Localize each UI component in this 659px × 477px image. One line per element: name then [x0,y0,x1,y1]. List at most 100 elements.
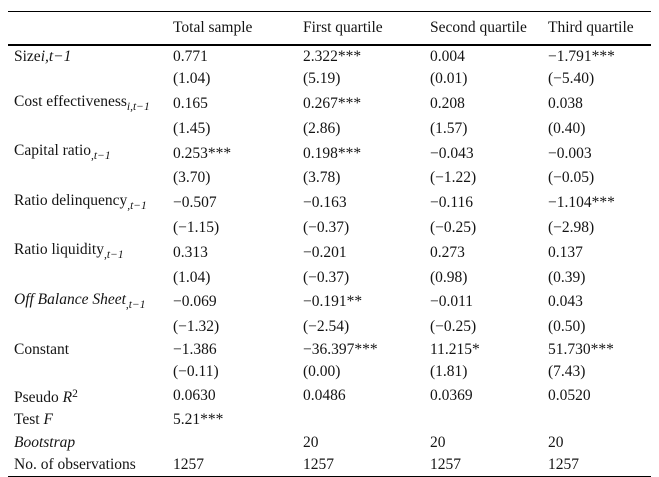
value-cell: −0.116 [430,194,474,212]
table-row: Bootstrap 20 20 20 [8,432,651,454]
row-label-part: Off Balance Sheet [14,290,126,308]
table-body: Sizei,t−1 0.771 2.322*** 0.004 −1.791*** (1.0… [8,45,651,477]
header-cell-first-quartile: First quartile [303,11,430,46]
row-label-part: i,t−1 [40,48,72,65]
value-cell: −1.104*** [548,194,615,212]
value-cell: (0.39) [548,268,586,286]
value-cell: 5.21*** [173,411,224,429]
row-label-part: Test [14,411,44,429]
table-row: Cost effectivenessi,t−1 0.165 0.267*** 0.20… [8,91,651,118]
table-row: Sizei,t−1 0.771 2.322*** 0.004 −1.791*** [8,45,651,68]
row-label: Ratio liquidity,t−1 [8,239,173,266]
table-row: Test F 5.21*** [8,409,651,431]
value-cell: −0.191** [303,293,363,311]
value-cell: −0.043 [430,144,474,162]
row-label-part: 2 [72,388,78,401]
table-row: Capital ratio,t−1 0.253*** 0.198*** −0.043−… [8,140,651,167]
row-label-part: ,t−1 [104,249,124,262]
value-cell: −0.011 [430,293,474,311]
row-label-part: i,t−1 [126,100,150,113]
row-label-part: Bootstrap [14,433,76,451]
row-label-part: ,t−1 [127,199,147,212]
value-cell: (−1.32) [173,318,220,336]
value-cell: 20 [430,433,446,451]
value-cell [173,432,303,454]
table-row: Off Balance Sheet,t−1 −0.069 −0.191** −0.01… [8,289,651,316]
row-label: No. of observations [8,454,173,477]
regression-table-container: Total sample First quartile Second quart… [8,11,651,477]
value-cell: 0.198*** [303,144,362,162]
row-label: Capital ratio,t−1 [8,140,173,167]
value-cell: (0.01) [430,70,468,88]
value-cell: 2.322*** [303,48,362,65]
value-cell: 0.313 [173,243,208,261]
value-cell: 1257 [173,456,204,474]
value-cell: −36.397*** [303,340,378,358]
table-row: Ratio delinquency,t−1 −0.507 −0.163 −0.116 −… [8,190,651,217]
row-label [8,316,173,338]
row-label-part: No. of observations [14,456,136,474]
row-label-part: F [43,411,53,429]
table-row: (−0.11) (0.00) (1.81) (7.43) [8,361,651,383]
value-cell: −0.069 [173,293,217,311]
value-cell: (−5.40) [548,70,595,88]
value-cell: 20 [303,433,319,451]
value-cell: 0.273 [430,243,465,261]
value-cell: −1.386 [173,340,217,358]
value-cell: −0.507 [173,194,217,212]
row-label-part: Cost effectiveness [14,92,127,110]
value-cell: (1.04) [173,268,211,286]
row-label: Constant [8,339,173,361]
value-cell: (−2.54) [303,318,350,336]
regression-table: Total sample First quartile Second quart… [8,11,651,477]
value-cell: 0.0369 [430,387,473,405]
value-cell: (1.81) [430,362,468,380]
value-cell: 0.165 [173,95,208,113]
value-cell: 0.253*** [173,144,232,162]
value-cell: (−0.11) [173,362,219,380]
value-cell: (−1.15) [173,219,220,237]
table-header: Total sample First quartile Second quart… [8,11,651,46]
value-cell: 0.0630 [173,387,216,405]
row-label-part: Constant [14,340,70,358]
value-cell: (2.86) [303,119,341,137]
row-label [8,167,173,189]
value-cell: (0.00) [303,362,341,380]
value-cell: (−0.37) [303,268,350,286]
row-label-part: ,t−1 [125,298,146,311]
header-cell-total-sample: Total sample [173,11,303,46]
value-cell: (1.45) [173,119,211,137]
value-cell: 1257 [303,456,334,474]
value-cell: 1257 [430,456,461,474]
value-cell: (0.40) [548,119,586,137]
value-cell: (3.70) [173,169,211,187]
value-cell: 0.038 [548,95,583,113]
table-row: Pseudo R2 0.0630 0.0486 0.0369 0.0520 [8,383,651,409]
table-row: (3.70) (3.78) (−1.22) (−0.05) [8,167,651,189]
value-cell: −0.163 [303,194,347,212]
value-cell: 0.0486 [303,387,346,405]
row-label: Pseudo R2 [8,383,173,409]
row-label [8,68,173,90]
value-cell: (−0.25) [430,219,477,237]
value-cell: 0.137 [548,243,583,261]
row-label: Ratio delinquency,t−1 [8,190,173,217]
value-cell: 1257 [548,456,579,474]
value-cell: (−2.98) [548,219,595,237]
value-cell: (0.98) [430,268,468,286]
table-row: Ratio liquidity,t−1 0.313 −0.201 0.273 0.137 [8,239,651,266]
value-cell: 0.043 [548,293,583,311]
value-cell: (5.19) [303,70,341,88]
row-label: Bootstrap [8,432,173,454]
value-cell: 0.0520 [548,387,591,405]
value-cell: 0.004 [430,48,465,65]
row-label-part: Size [14,48,41,65]
value-cell: −1.791*** [548,48,615,65]
value-cell [303,409,430,431]
row-label [8,118,173,140]
row-label: Cost effectivenessi,t−1 [8,91,173,118]
row-label [8,267,173,289]
value-cell: (0.50) [548,318,586,336]
row-label: Test F [8,409,173,431]
value-cell: (−0.25) [430,318,477,336]
